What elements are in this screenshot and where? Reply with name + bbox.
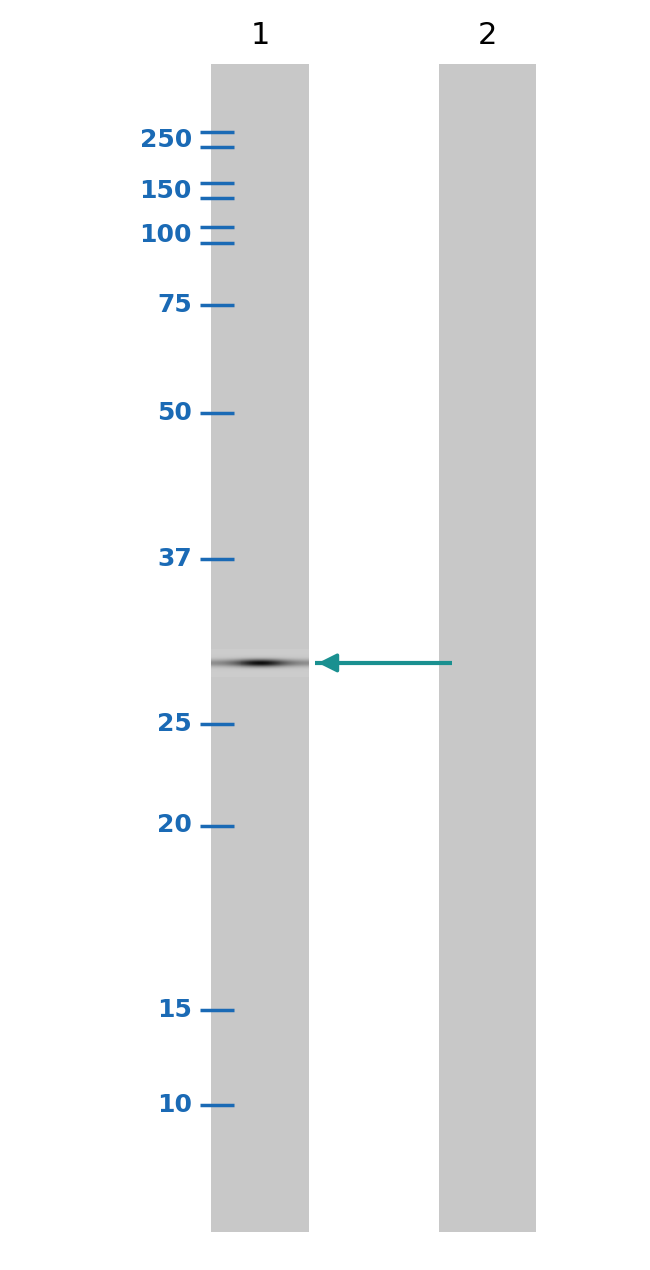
Bar	[224, 649, 225, 677]
Bar	[281, 649, 282, 677]
Bar	[274, 649, 275, 677]
Bar	[254, 649, 255, 677]
Bar	[211, 649, 212, 677]
Bar	[280, 649, 281, 677]
Bar	[268, 649, 269, 677]
Bar	[215, 649, 216, 677]
Bar	[226, 649, 227, 677]
Bar	[212, 649, 213, 677]
Bar	[238, 649, 239, 677]
Bar	[290, 649, 291, 677]
Bar	[211, 64, 309, 1232]
Bar	[265, 649, 266, 677]
Bar	[301, 649, 302, 677]
Bar	[214, 649, 215, 677]
Bar	[439, 64, 536, 1232]
Bar	[266, 649, 268, 677]
Bar	[256, 649, 257, 677]
Bar	[273, 649, 274, 677]
Bar	[227, 649, 228, 677]
Text: 250: 250	[140, 128, 192, 151]
Bar	[255, 649, 256, 677]
Text: 25: 25	[157, 712, 192, 735]
Bar	[270, 649, 272, 677]
Bar	[252, 649, 254, 677]
Bar	[308, 649, 309, 677]
Bar	[263, 649, 264, 677]
Bar	[302, 649, 303, 677]
Bar	[242, 649, 243, 677]
Text: 15: 15	[157, 998, 192, 1021]
Bar	[219, 649, 220, 677]
Bar	[246, 649, 247, 677]
Bar	[286, 649, 287, 677]
Bar	[272, 649, 273, 677]
Bar	[293, 649, 294, 677]
Bar	[299, 649, 300, 677]
Bar	[282, 649, 283, 677]
Bar	[217, 649, 218, 677]
Bar	[292, 649, 293, 677]
Bar	[277, 649, 278, 677]
Text: 20: 20	[157, 814, 192, 837]
Bar	[248, 649, 250, 677]
Text: 10: 10	[157, 1093, 192, 1116]
Bar	[295, 649, 296, 677]
Bar	[266, 649, 267, 677]
Bar	[264, 649, 265, 677]
Bar	[291, 649, 292, 677]
Bar	[230, 649, 231, 677]
Bar	[294, 649, 295, 677]
Bar	[306, 649, 307, 677]
Bar	[243, 649, 244, 677]
Bar	[296, 649, 297, 677]
Bar	[213, 649, 215, 677]
Bar	[297, 649, 298, 677]
Text: 2: 2	[478, 22, 497, 50]
Bar	[221, 649, 222, 677]
Text: 100: 100	[139, 224, 192, 246]
Bar	[289, 649, 290, 677]
Bar	[307, 649, 308, 677]
Bar	[298, 649, 299, 677]
Bar	[239, 649, 240, 677]
Bar	[304, 649, 305, 677]
Bar	[276, 649, 277, 677]
Text: 37: 37	[157, 547, 192, 570]
Bar	[228, 649, 229, 677]
Bar	[216, 649, 217, 677]
Bar	[250, 649, 251, 677]
Bar	[300, 649, 301, 677]
Bar	[218, 649, 219, 677]
Bar	[251, 649, 252, 677]
Bar	[278, 649, 280, 677]
Bar	[223, 649, 224, 677]
Text: 50: 50	[157, 401, 192, 424]
Bar	[285, 649, 287, 677]
Bar	[303, 649, 304, 677]
Bar	[220, 649, 221, 677]
Bar	[283, 649, 285, 677]
Bar	[222, 649, 223, 677]
Bar	[270, 649, 271, 677]
Bar	[278, 649, 279, 677]
Bar	[229, 649, 230, 677]
Bar	[234, 649, 235, 677]
Bar	[287, 649, 289, 677]
Bar	[288, 649, 289, 677]
Text: 75: 75	[157, 293, 192, 316]
Bar	[240, 649, 242, 677]
Bar	[232, 649, 233, 677]
Text: 150: 150	[139, 179, 192, 202]
Bar	[225, 649, 226, 677]
Bar	[233, 649, 234, 677]
Bar	[274, 649, 276, 677]
Bar	[235, 649, 237, 677]
Bar	[257, 649, 258, 677]
Bar	[247, 649, 248, 677]
Text: 1: 1	[250, 22, 270, 50]
Bar	[269, 649, 270, 677]
Bar	[237, 649, 238, 677]
Bar	[244, 649, 246, 677]
